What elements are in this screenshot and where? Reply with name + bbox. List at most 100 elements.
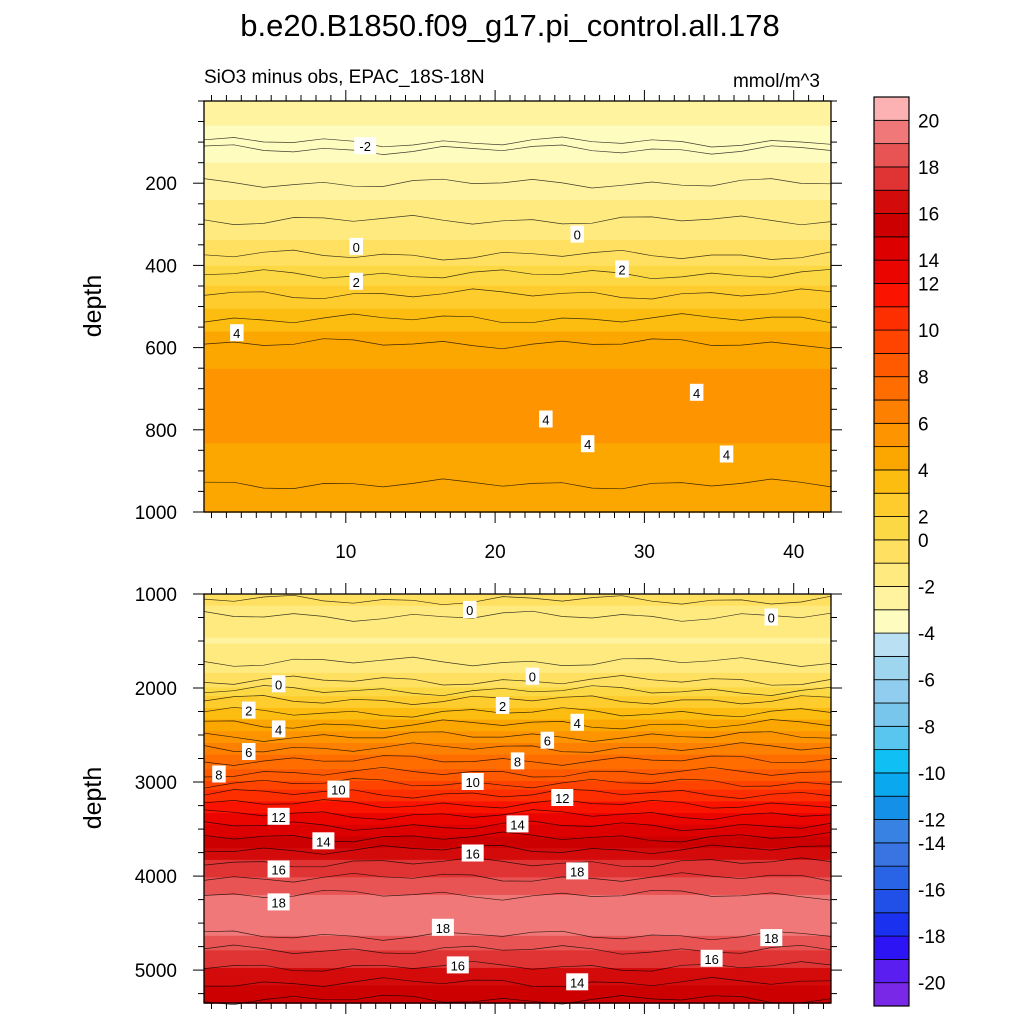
fill-band <box>204 114 831 118</box>
fill-band <box>204 271 831 276</box>
fill-band <box>204 434 831 439</box>
fill-band <box>204 423 831 427</box>
fill-band <box>204 257 831 261</box>
contour-label-text: 0 <box>529 670 536 685</box>
colorbar-tick-label: 18 <box>918 158 939 179</box>
fill-band <box>204 477 831 482</box>
contour-label: 0 <box>463 601 477 618</box>
fill-band <box>204 182 831 187</box>
fill-band <box>204 924 831 928</box>
fill-band <box>204 734 831 738</box>
fill-band <box>204 431 831 436</box>
fill-band <box>204 941 831 946</box>
colorbar-tick-label: -12 <box>918 811 945 832</box>
fill-band <box>204 260 831 264</box>
contour-line <box>203 656 832 667</box>
fill-band <box>204 702 831 706</box>
fill-band <box>204 426 831 430</box>
contour-label: 14 <box>566 973 589 991</box>
lower-contour-lines <box>203 594 832 1005</box>
fill-band <box>204 830 831 835</box>
fill-band <box>204 171 831 176</box>
colorbar-tick-label: -20 <box>918 974 945 995</box>
contour-label-text: 4 <box>693 386 700 401</box>
contour-label-text: 0 <box>768 611 775 626</box>
fill-band <box>204 148 831 153</box>
contour-label-bg <box>349 237 363 255</box>
colorbar-segment <box>873 609 910 634</box>
colorbar-segment <box>873 96 910 121</box>
fill-band <box>204 471 831 476</box>
contour-label-bg <box>719 445 734 463</box>
fill-band <box>204 909 831 914</box>
fill-band <box>204 672 831 677</box>
fill-band <box>204 474 831 479</box>
fill-band <box>204 775 831 779</box>
fill-band <box>204 480 831 485</box>
contour-label-bg <box>349 272 363 290</box>
contour-label-text: 16 <box>271 863 285 878</box>
colorbar-segment <box>873 749 910 774</box>
fill-band <box>204 836 831 841</box>
contour-line <box>203 288 832 300</box>
contour-label: 4 <box>570 713 584 731</box>
contour-line <box>203 249 832 261</box>
fill-band <box>204 643 831 648</box>
x-tick-label: 30 <box>634 542 655 563</box>
contour-label-text: 18 <box>570 864 584 879</box>
fill-band <box>204 117 831 121</box>
fill-band <box>204 979 831 984</box>
fill-band <box>204 131 831 135</box>
fill-band <box>204 254 831 259</box>
contour-line <box>203 478 832 490</box>
fill-band <box>204 608 831 613</box>
contour-label-bg <box>354 137 377 155</box>
contour-label: -2 <box>354 137 377 155</box>
fill-band <box>204 780 831 785</box>
fill-band <box>204 200 831 204</box>
colorbar-segment <box>873 446 910 471</box>
fill-band <box>204 305 831 310</box>
fill-band <box>204 918 831 922</box>
colorbar-segment <box>873 679 910 704</box>
colorbar-segment <box>873 819 910 844</box>
colorbar-segment <box>873 119 910 145</box>
colorbar-segment <box>873 912 910 937</box>
contour-line <box>203 610 832 622</box>
fill-band <box>204 383 831 387</box>
fill-band <box>204 719 831 724</box>
contour-line <box>203 706 832 718</box>
contour-label-text: 8 <box>215 768 222 783</box>
fill-band <box>204 340 831 344</box>
colorbar-tick-label: -6 <box>918 671 935 692</box>
fill-band <box>204 345 831 350</box>
fill-band <box>204 406 831 410</box>
contour-label-bg <box>461 773 484 790</box>
fill-band <box>204 151 831 156</box>
fill-band <box>204 594 831 598</box>
contour-label-bg <box>506 815 529 833</box>
y-tick-label: 800 <box>145 421 177 442</box>
contour-label-bg <box>570 225 584 243</box>
contour-label: 18 <box>267 893 290 911</box>
fill-band <box>204 868 831 873</box>
fill-band <box>204 248 831 253</box>
fill-band <box>204 451 831 456</box>
fill-band <box>204 626 831 630</box>
fill-band <box>204 596 831 601</box>
contour-label: 2 <box>242 701 256 719</box>
contour-label-text: 18 <box>271 895 285 910</box>
fill-band <box>204 728 831 733</box>
colorbar-segment <box>873 399 910 424</box>
y-tick-label: 600 <box>145 339 177 360</box>
fill-band <box>204 891 831 896</box>
contour-line <box>203 944 832 955</box>
fill-band <box>204 303 831 307</box>
contour-label: 0 <box>764 608 778 626</box>
fill-band <box>204 953 831 958</box>
fill-band <box>204 391 831 396</box>
fill-band <box>204 947 831 952</box>
colorbar-frame <box>873 96 910 1007</box>
contour-label-text: 14 <box>570 975 584 990</box>
